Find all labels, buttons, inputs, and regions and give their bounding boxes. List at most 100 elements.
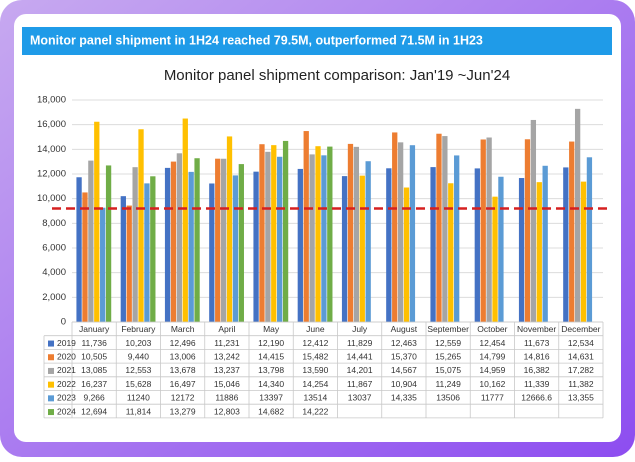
chart: 0 2,000 4,000 6,000 8,000 10,000 12,000 14,000 1… bbox=[37, 95, 608, 419]
x-tick-label: February bbox=[121, 324, 156, 334]
table-value: 13,006 bbox=[170, 352, 196, 362]
table-value: 11,249 bbox=[435, 379, 461, 389]
bar bbox=[132, 167, 138, 322]
table-value: 12,496 bbox=[170, 338, 196, 348]
bar bbox=[164, 167, 171, 322]
legend-label: 2022 bbox=[57, 379, 76, 389]
table-value: 14,631 bbox=[568, 352, 594, 362]
bar bbox=[498, 176, 504, 322]
bar bbox=[536, 182, 542, 322]
table-value: 14,415 bbox=[258, 352, 284, 362]
y-tick-label: 6,000 bbox=[42, 243, 66, 254]
y-tick-label: 4,000 bbox=[42, 267, 66, 278]
y-tick-label: 2,000 bbox=[42, 292, 66, 303]
y-tick-label: 10,000 bbox=[37, 193, 66, 204]
table-value: 11,382 bbox=[568, 379, 594, 389]
y-tick-label: 0 bbox=[61, 317, 66, 328]
table-value: 13,237 bbox=[214, 365, 240, 375]
bar bbox=[126, 205, 132, 322]
table-value: 12,190 bbox=[258, 338, 284, 348]
chart-title: Monitor panel shipment comparison: Jan'1… bbox=[164, 67, 510, 84]
legend-label: 2020 bbox=[57, 352, 76, 362]
bar bbox=[430, 167, 436, 322]
legend-swatch bbox=[48, 367, 54, 374]
bar bbox=[442, 136, 448, 322]
bar bbox=[365, 161, 371, 322]
x-tick-label: December bbox=[561, 324, 600, 334]
legend-label: 2021 bbox=[57, 365, 76, 375]
table-value: 9,266 bbox=[83, 393, 105, 403]
table-value: 15,628 bbox=[125, 379, 151, 389]
legend-swatch bbox=[48, 381, 54, 388]
bar bbox=[194, 158, 200, 322]
x-tick-label: April bbox=[218, 324, 235, 334]
legend-label: 2019 bbox=[57, 338, 76, 348]
bar bbox=[542, 165, 548, 322]
bar bbox=[492, 196, 498, 322]
table-value: 13,678 bbox=[170, 365, 196, 375]
bar bbox=[220, 158, 227, 322]
bar bbox=[518, 178, 525, 322]
bar bbox=[238, 164, 244, 322]
bar bbox=[586, 157, 593, 322]
table-value: 13,798 bbox=[258, 365, 284, 375]
table-value: 12,694 bbox=[81, 406, 107, 416]
table-value: 11,736 bbox=[81, 338, 107, 348]
bar bbox=[138, 129, 144, 322]
bar bbox=[176, 153, 183, 322]
table-value: 11,231 bbox=[214, 338, 240, 348]
table-value: 14,799 bbox=[479, 352, 505, 362]
bar bbox=[454, 155, 460, 322]
x-tick-label: June bbox=[306, 324, 325, 334]
table-value: 12,412 bbox=[302, 338, 328, 348]
table-value: 13,085 bbox=[81, 365, 107, 375]
table-value: 12666.6 bbox=[521, 393, 552, 403]
table-value: 13397 bbox=[259, 393, 283, 403]
x-tick-label: November bbox=[517, 324, 556, 334]
table-value: 13506 bbox=[436, 393, 460, 403]
bar bbox=[580, 181, 587, 322]
table-value: 11,814 bbox=[126, 406, 152, 416]
bar bbox=[563, 167, 569, 322]
bar bbox=[188, 171, 194, 322]
y-tick-label: 18,000 bbox=[37, 95, 66, 106]
bar bbox=[182, 118, 188, 322]
table-value: 10,904 bbox=[391, 379, 417, 389]
bar bbox=[209, 183, 215, 322]
table-value: 11,867 bbox=[347, 379, 373, 389]
bar bbox=[303, 131, 309, 322]
table-value: 12,553 bbox=[125, 365, 151, 375]
bar bbox=[226, 136, 233, 322]
bar bbox=[277, 156, 283, 322]
bar bbox=[315, 146, 321, 322]
table-value: 10,505 bbox=[81, 352, 107, 362]
x-tick-label: March bbox=[171, 324, 195, 334]
bar bbox=[530, 119, 537, 323]
table-value: 14,340 bbox=[258, 379, 284, 389]
bar bbox=[386, 168, 392, 322]
bar bbox=[309, 154, 315, 322]
bar bbox=[327, 146, 333, 322]
bar bbox=[144, 183, 150, 322]
bar bbox=[232, 175, 239, 322]
bar bbox=[403, 187, 410, 322]
table-value: 14,441 bbox=[347, 352, 373, 362]
bar bbox=[253, 171, 259, 322]
table-value: 14,567 bbox=[391, 365, 417, 375]
bar bbox=[265, 151, 271, 322]
table-value: 14,959 bbox=[479, 365, 505, 375]
bar bbox=[76, 177, 82, 322]
table-value: 12,803 bbox=[214, 406, 240, 416]
bar bbox=[88, 160, 94, 322]
y-tick-label: 12,000 bbox=[37, 169, 66, 180]
bar bbox=[100, 207, 106, 322]
bar bbox=[524, 139, 531, 322]
bar bbox=[569, 141, 575, 322]
x-tick-label: August bbox=[391, 324, 418, 334]
table-value: 14,254 bbox=[302, 379, 328, 389]
table-value: 11,339 bbox=[524, 379, 550, 389]
table-value: 11886 bbox=[215, 393, 238, 403]
table-value: 15,075 bbox=[435, 365, 461, 375]
y-tick-label: 14,000 bbox=[37, 144, 66, 155]
table-value: 14,335 bbox=[391, 393, 417, 403]
